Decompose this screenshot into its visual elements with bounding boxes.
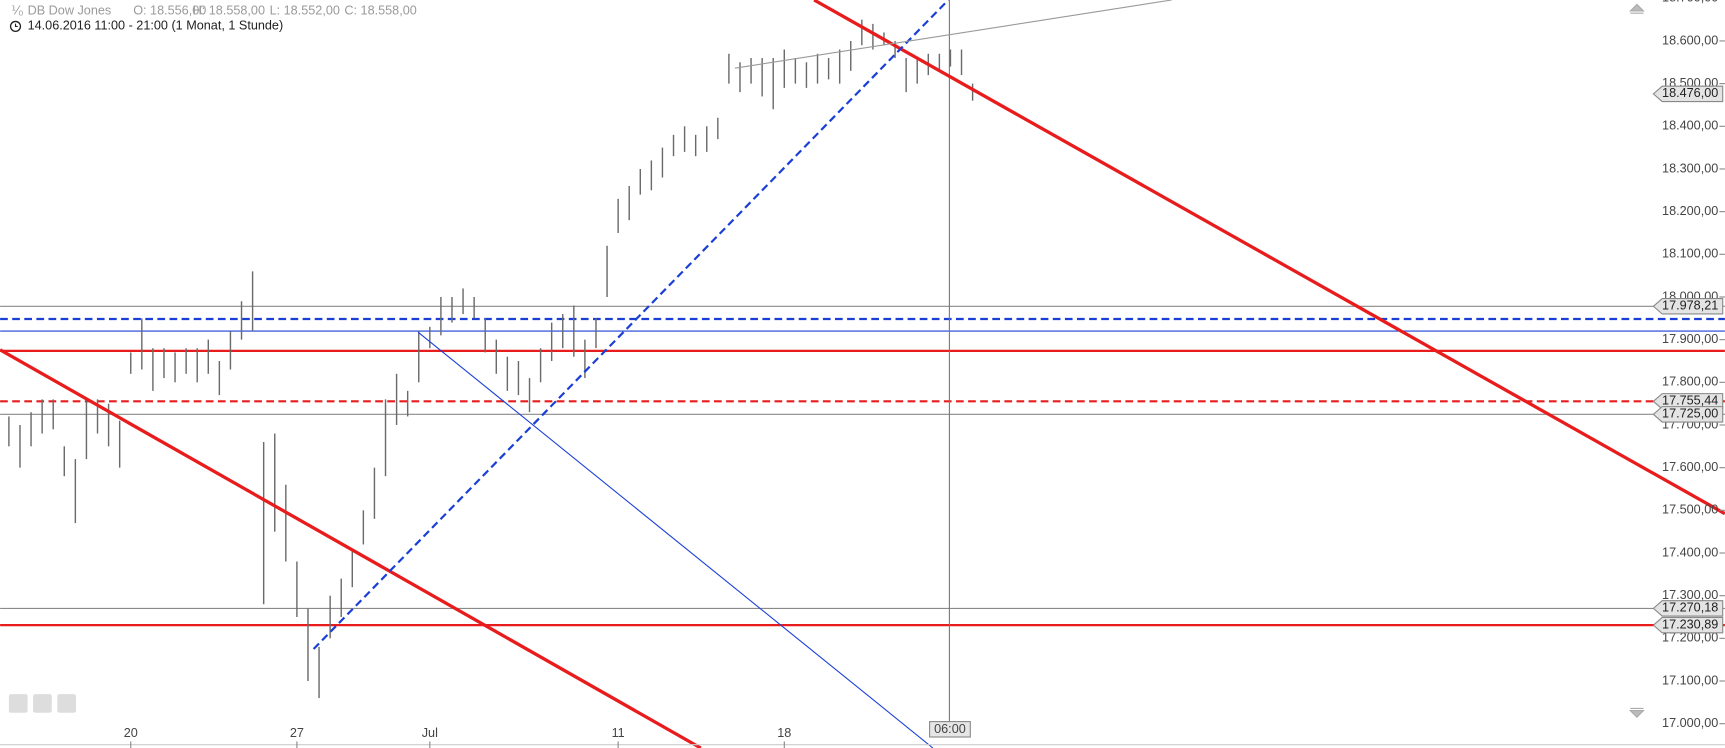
price-badge-label: 17.755,44 (1662, 394, 1718, 408)
price-badge (1652, 406, 1724, 423)
zoom-in[interactable] (8, 694, 28, 713)
x-tick-label: Jul (422, 726, 438, 740)
price-badge (1652, 298, 1724, 315)
trend-line (0, 348, 702, 748)
levels (0, 305, 1725, 627)
y-tick-label: 18.100,00 (1662, 247, 1718, 261)
price-badge (1652, 616, 1724, 634)
price-badge-label: 17.230,89 (1662, 618, 1718, 632)
y-tick-label: 17.100,00 (1662, 673, 1718, 687)
y-tick-label: 17.400,00 (1662, 545, 1718, 559)
clock-icon (14, 23, 18, 27)
price-badge (1652, 600, 1724, 617)
price-badge-label: 17.978,21 (1662, 299, 1718, 313)
y-tick-label: 18.200,00 (1662, 204, 1718, 218)
y-tick-label: 17.500,00 (1662, 503, 1718, 517)
subtitle: 14.06.2016 11:00 - 21:00 (1 Monat, 1 Stu… (28, 19, 284, 33)
icon: ⅟₀ (11, 3, 23, 17)
y-tick-label: 18.600,00 (1662, 33, 1718, 47)
instrument: DB Dow Jones (28, 3, 112, 17)
y-tick-label: 18.700,00 (1662, 0, 1718, 5)
x-tick-label: 20 (124, 726, 138, 740)
ohlc-close: C: 18.558,00 (344, 3, 416, 17)
y-tick-label: 17.200,00 (1662, 631, 1718, 645)
y-tick-label: 17.800,00 (1662, 375, 1718, 389)
price-badge-label: 18.476,00 (1662, 86, 1718, 100)
ohlc-high: H: 18.558,00 (193, 3, 265, 17)
zoom-controls[interactable] (8, 694, 76, 713)
x-axis: 20 27 Jul 11 18 (0, 726, 1725, 748)
y-axis: 17.000,00 17.100,00 17.200,00 17.300,00 17.4… (1652, 0, 1725, 730)
ohlc-open: O: 18.556,00 (133, 3, 206, 17)
x-tick-label: 11 (612, 726, 625, 740)
crosshair-label: 06:00 (934, 722, 966, 736)
y-tick-label: 17.900,00 (1662, 332, 1718, 346)
trend-line (417, 331, 934, 748)
download[interactable] (33, 694, 52, 713)
y-tick-label: 18.400,00 (1662, 119, 1718, 133)
scroll-up[interactable] (1628, 3, 1645, 14)
trend-line (312, 0, 950, 650)
price-badge (1652, 85, 1724, 103)
scroll-down[interactable] (1628, 707, 1645, 718)
menu[interactable] (57, 694, 76, 713)
price-badge-label: 17.270,18 (1662, 601, 1718, 615)
y-tick-label: 17.300,00 (1662, 588, 1718, 602)
ohlc-low: L: 18.552,00 (270, 3, 340, 17)
trend-line (734, 0, 1172, 69)
y-tick-label: 18.300,00 (1662, 161, 1718, 175)
x-tick-label: 18 (777, 726, 791, 740)
trend-line (813, 0, 1725, 516)
x-tick-label: 27 (290, 726, 304, 740)
crosshair-badge (929, 721, 971, 738)
price-badge-label: 17.725,00 (1662, 407, 1718, 421)
y-tick-label: 17.000,00 (1662, 716, 1718, 730)
y-tick-label: 17.600,00 (1662, 460, 1718, 474)
clock-icon (9, 20, 22, 33)
